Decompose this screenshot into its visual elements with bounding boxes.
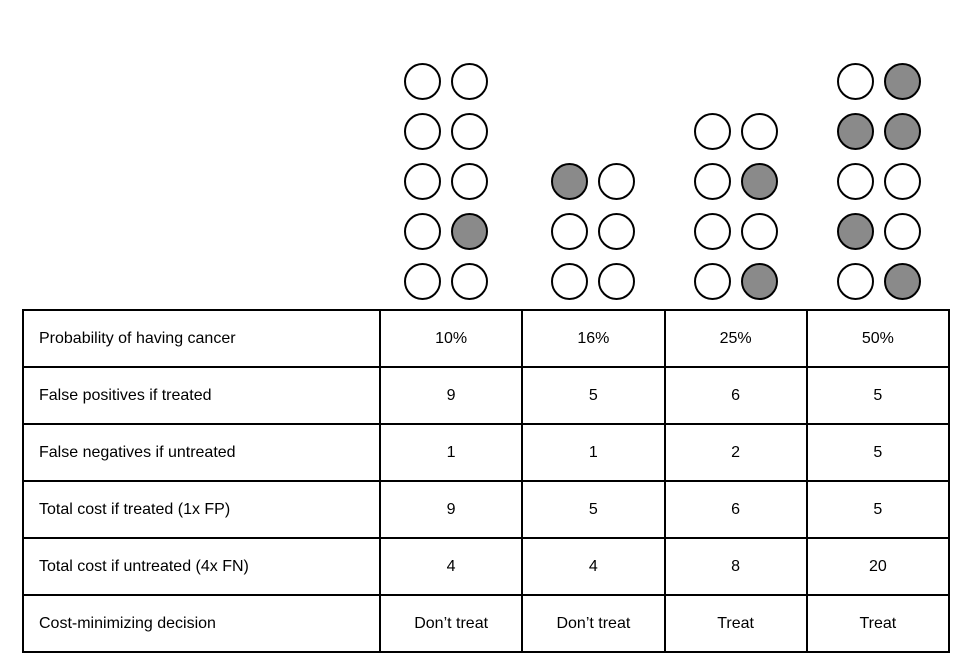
filled-circle-icon xyxy=(741,163,778,200)
value-cell: Don’t treat xyxy=(521,594,666,653)
value-cell: 5 xyxy=(805,366,951,425)
dot-group-col-3 xyxy=(694,113,778,300)
dot-row xyxy=(551,163,635,200)
empty-circle-icon xyxy=(837,63,874,100)
dot-row xyxy=(837,163,921,200)
table-row: Cost-minimizing decision Don’t treat Don’… xyxy=(22,594,951,653)
empty-circle-icon xyxy=(598,213,635,250)
dot-row xyxy=(551,263,635,300)
dot-row xyxy=(404,163,488,200)
value-cell: 8 xyxy=(663,537,808,596)
dot-row xyxy=(694,113,778,150)
empty-circle-icon xyxy=(451,113,488,150)
decision-table: Probability of having cancer 10% 16% 25% 50… xyxy=(22,309,951,653)
empty-circle-icon xyxy=(598,263,635,300)
empty-circle-icon xyxy=(694,213,731,250)
empty-circle-icon xyxy=(694,113,731,150)
table-row: Probability of having cancer 10% 16% 25% 50… xyxy=(22,309,951,368)
empty-circle-icon xyxy=(694,163,731,200)
value-cell: 25% xyxy=(663,309,808,368)
empty-circle-icon xyxy=(451,263,488,300)
value-cell: 10% xyxy=(378,309,524,368)
row-label: Cost-minimizing decision xyxy=(22,594,381,653)
dot-group-col-2 xyxy=(551,163,635,300)
empty-circle-icon xyxy=(404,163,441,200)
value-cell: 6 xyxy=(663,480,808,539)
empty-circle-icon xyxy=(884,163,921,200)
filled-circle-icon xyxy=(551,163,588,200)
value-cell: 5 xyxy=(521,366,666,425)
value-cell: 2 xyxy=(663,423,808,482)
empty-circle-icon xyxy=(598,163,635,200)
filled-circle-icon xyxy=(884,113,921,150)
dot-row xyxy=(551,213,635,250)
value-cell: 5 xyxy=(805,480,951,539)
value-cell: 5 xyxy=(521,480,666,539)
dot-row xyxy=(694,163,778,200)
dot-group-col-4 xyxy=(837,63,921,300)
dot-group-col-1 xyxy=(404,63,488,300)
value-cell: Don’t treat xyxy=(378,594,524,653)
empty-circle-icon xyxy=(837,263,874,300)
dot-row xyxy=(404,263,488,300)
value-cell: 5 xyxy=(805,423,951,482)
value-cell: 4 xyxy=(378,537,524,596)
value-cell: 4 xyxy=(521,537,666,596)
pictograph xyxy=(0,0,972,300)
filled-circle-icon xyxy=(837,113,874,150)
row-label: False negatives if untreated xyxy=(22,423,381,482)
dot-row xyxy=(404,113,488,150)
dot-row xyxy=(404,213,488,250)
empty-circle-icon xyxy=(404,263,441,300)
empty-circle-icon xyxy=(451,163,488,200)
row-label: False positives if treated xyxy=(22,366,381,425)
empty-circle-icon xyxy=(551,263,588,300)
row-label: Total cost if treated (1x FP) xyxy=(22,480,381,539)
dot-row xyxy=(694,263,778,300)
empty-circle-icon xyxy=(837,163,874,200)
dot-row xyxy=(837,113,921,150)
value-cell: 1 xyxy=(378,423,524,482)
dot-row xyxy=(837,213,921,250)
filled-circle-icon xyxy=(837,213,874,250)
empty-circle-icon xyxy=(884,213,921,250)
empty-circle-icon xyxy=(741,213,778,250)
value-cell: Treat xyxy=(663,594,808,653)
value-cell: 20 xyxy=(805,537,951,596)
value-cell: 9 xyxy=(378,366,524,425)
value-cell: 16% xyxy=(521,309,666,368)
value-cell: 9 xyxy=(378,480,524,539)
value-cell: 1 xyxy=(521,423,666,482)
value-cell: 50% xyxy=(805,309,951,368)
empty-circle-icon xyxy=(741,113,778,150)
dot-row xyxy=(837,63,921,100)
empty-circle-icon xyxy=(694,263,731,300)
empty-circle-icon xyxy=(451,63,488,100)
filled-circle-icon xyxy=(451,213,488,250)
dot-row xyxy=(837,263,921,300)
row-label: Total cost if untreated (4x FN) xyxy=(22,537,381,596)
empty-circle-icon xyxy=(404,63,441,100)
filled-circle-icon xyxy=(741,263,778,300)
value-cell: Treat xyxy=(805,594,951,653)
empty-circle-icon xyxy=(404,113,441,150)
empty-circle-icon xyxy=(404,213,441,250)
dot-row xyxy=(694,213,778,250)
empty-circle-icon xyxy=(551,213,588,250)
table-row: Total cost if untreated (4x FN) 4 4 8 20 xyxy=(22,537,951,596)
filled-circle-icon xyxy=(884,263,921,300)
filled-circle-icon xyxy=(884,63,921,100)
row-label: Probability of having cancer xyxy=(22,309,381,368)
value-cell: 6 xyxy=(663,366,808,425)
dot-row xyxy=(404,63,488,100)
